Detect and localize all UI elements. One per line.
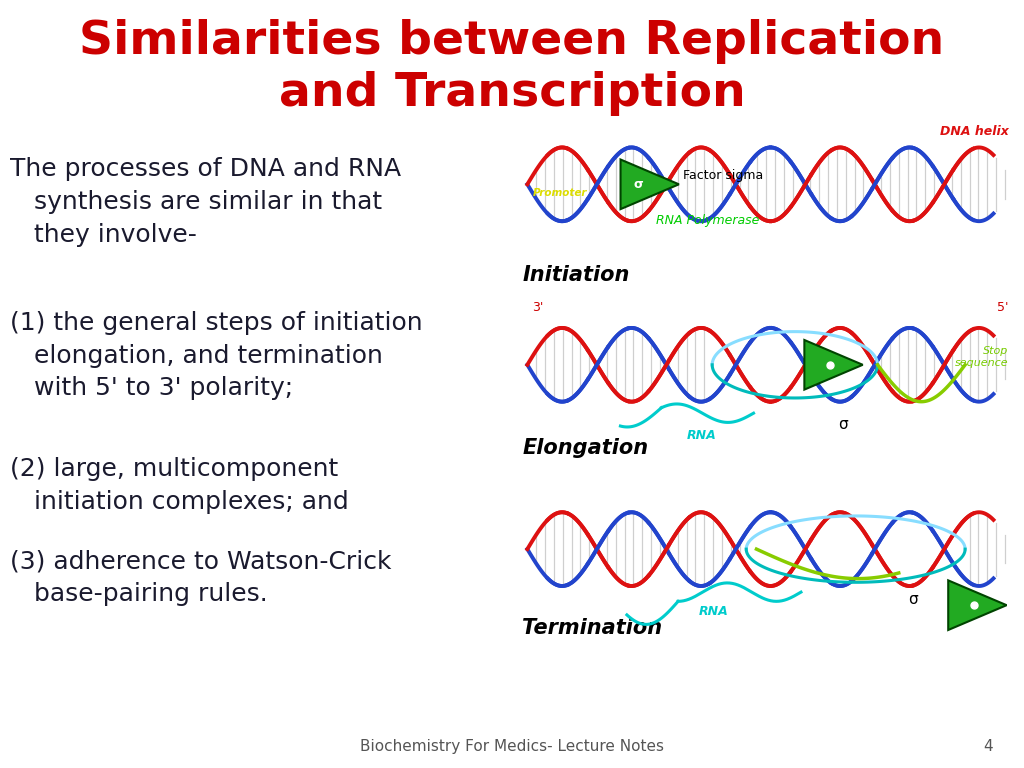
Text: RNA: RNA	[698, 605, 728, 618]
Text: Elongation: Elongation	[522, 438, 648, 458]
Text: 4: 4	[984, 739, 993, 754]
Text: Promoter: Promoter	[532, 188, 587, 198]
Text: The processes of DNA and RNA
   synthesis are similar in that
   they involve-: The processes of DNA and RNA synthesis a…	[10, 157, 401, 247]
Text: RNA: RNA	[687, 429, 717, 442]
Text: 3': 3'	[532, 301, 544, 314]
Text: 5': 5'	[997, 301, 1009, 314]
Text: (3) adherence to Watson-Crick
   base-pairing rules.: (3) adherence to Watson-Crick base-pairi…	[10, 549, 392, 606]
Text: DNA helix: DNA helix	[940, 125, 1009, 138]
Polygon shape	[621, 160, 679, 209]
Text: σ: σ	[633, 178, 643, 190]
Text: (2) large, multicomponent
   initiation complexes; and: (2) large, multicomponent initiation com…	[10, 457, 349, 514]
Text: σ: σ	[908, 592, 919, 607]
Text: Termination: Termination	[522, 618, 663, 638]
Text: σ: σ	[839, 417, 848, 432]
Polygon shape	[948, 581, 1007, 630]
Text: Stop
sequence: Stop sequence	[955, 346, 1009, 368]
Polygon shape	[805, 340, 863, 389]
Text: (1) the general steps of initiation
   elongation, and termination
   with 5' to: (1) the general steps of initiation elon…	[10, 311, 423, 400]
Text: RNA Polymerase: RNA Polymerase	[655, 214, 759, 227]
Text: Initiation: Initiation	[522, 265, 630, 285]
Text: Biochemistry For Medics- Lecture Notes: Biochemistry For Medics- Lecture Notes	[360, 739, 664, 754]
Text: Factor sigma: Factor sigma	[683, 169, 763, 182]
Text: Similarities between Replication
and Transcription: Similarities between Replication and Tra…	[80, 19, 944, 116]
